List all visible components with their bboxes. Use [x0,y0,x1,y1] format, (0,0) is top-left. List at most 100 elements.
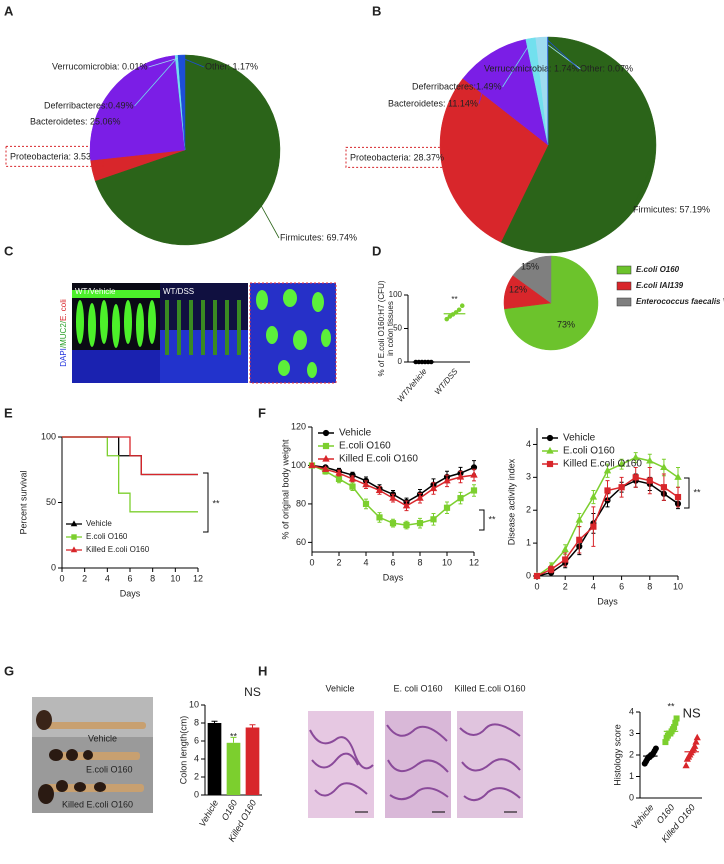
marker [692,738,700,745]
photo-label: E.coli O160 [86,764,133,774]
histology-images: Vehicle E. coli O160 Killed E.coli O160 [308,683,526,818]
x-tick-label: 0 [309,557,314,567]
marker [308,461,316,469]
y-tick-label: 50 [46,497,56,507]
marker [674,473,682,480]
legend-label: Killed E.coli O160 [86,545,150,554]
annotation: ** [230,731,238,741]
legend-label: E.coli O160 [563,446,615,457]
panel-label: H [258,663,267,678]
x-tick-label: 0 [534,581,539,591]
legend-label: E.coli IAI139 [636,281,684,290]
y-tick-label: 2 [526,505,531,515]
marker [576,536,583,543]
x-tick-label: 4 [591,581,596,591]
leader-line [502,41,532,88]
legend-swatch [616,265,632,275]
photo-label: Vehicle [88,733,117,743]
marker [362,480,370,488]
y-tick-label: 8 [194,717,199,727]
pie-slice [177,54,186,151]
legend-label: E.coli O160 [636,265,680,274]
marker [546,460,554,468]
y-tick-label: 4 [194,753,199,763]
marker [375,486,384,494]
panel-label: F [258,405,266,420]
y-tick-label: 100 [389,290,403,299]
marker [322,442,330,450]
marker [673,715,680,722]
leader-line [631,168,651,211]
marker [430,516,437,523]
image-title: E. coli O160 [393,683,442,693]
marker [470,470,478,478]
x-tick-label: 12 [469,557,479,567]
marker [459,303,465,309]
y-axis-label: % of E.coli O160:H7 (CFU) [377,280,386,376]
x-tick-label: WT/Vehicle [396,366,429,403]
annotation: ** [667,701,675,711]
x-tick-label: 8 [417,557,422,567]
slice-label: 15% [521,261,539,271]
pie-slice [512,255,552,304]
pie-label: Firmicutes: 69.74% [280,232,357,242]
leader-line [112,92,122,123]
marker [546,446,554,454]
x-tick-label: 6 [127,573,132,583]
x-tick-label: 10 [442,557,452,567]
marker [348,474,357,482]
fluorescence-images: WT/Vehicle WT/DSS DAPI/MUC2/E. coli [59,282,337,384]
marker [660,484,667,491]
y-axis-label: in colon tissues [386,301,395,356]
marker [604,487,611,494]
leader-line [148,57,179,68]
marker [646,477,653,484]
marker [403,521,410,529]
x-tick-label: 2 [336,557,341,567]
pie-slice [500,36,657,254]
y-tick-label: 4 [526,439,531,449]
error-bar [230,736,237,743]
legend-label: Killed E.coli O160 [339,454,418,465]
marker [349,483,356,490]
legend-label: Vehicle [339,428,372,439]
marker [335,475,343,483]
marker [652,745,659,752]
marker [70,520,78,527]
leader-line [478,55,493,105]
stain-label: DAPI/MUC2/E. coli [59,299,68,367]
bar [207,723,222,795]
legend-label: E.coli O160 [339,441,391,452]
leader-line [259,203,280,239]
marker [443,504,451,511]
y-tick-label: 100 [291,460,306,470]
x-tick-label: 10 [673,581,683,591]
marker [617,460,626,467]
marker [321,465,330,472]
y-axis-label: Colon length(cm) [178,716,188,785]
leader-line [547,39,580,70]
y-tick-label: 0 [629,792,634,802]
x-axis-label: Days [597,596,618,606]
highlight-box [5,145,104,167]
leader-line [181,57,205,68]
error-bar [249,724,256,728]
marker [322,454,330,462]
pie-slice [462,39,549,146]
pie-slice [89,55,186,161]
y-axis-label: Disease activity index [506,458,516,545]
survival-line [62,436,198,476]
significance-bracket [203,472,209,533]
marker [470,487,478,494]
y-axis-label: % of original body weight [280,439,290,540]
panel-label: B [372,3,381,18]
leader-line [134,57,178,107]
marker [631,453,640,461]
pie-label: Bacteroidetes: 25.06% [30,116,121,126]
marker [389,493,397,501]
y-tick-label: 0 [526,570,531,580]
y-tick-label: 80 [296,498,306,508]
y-tick-label: 10 [189,699,199,709]
x-tick-label: Vehicle [629,802,655,831]
